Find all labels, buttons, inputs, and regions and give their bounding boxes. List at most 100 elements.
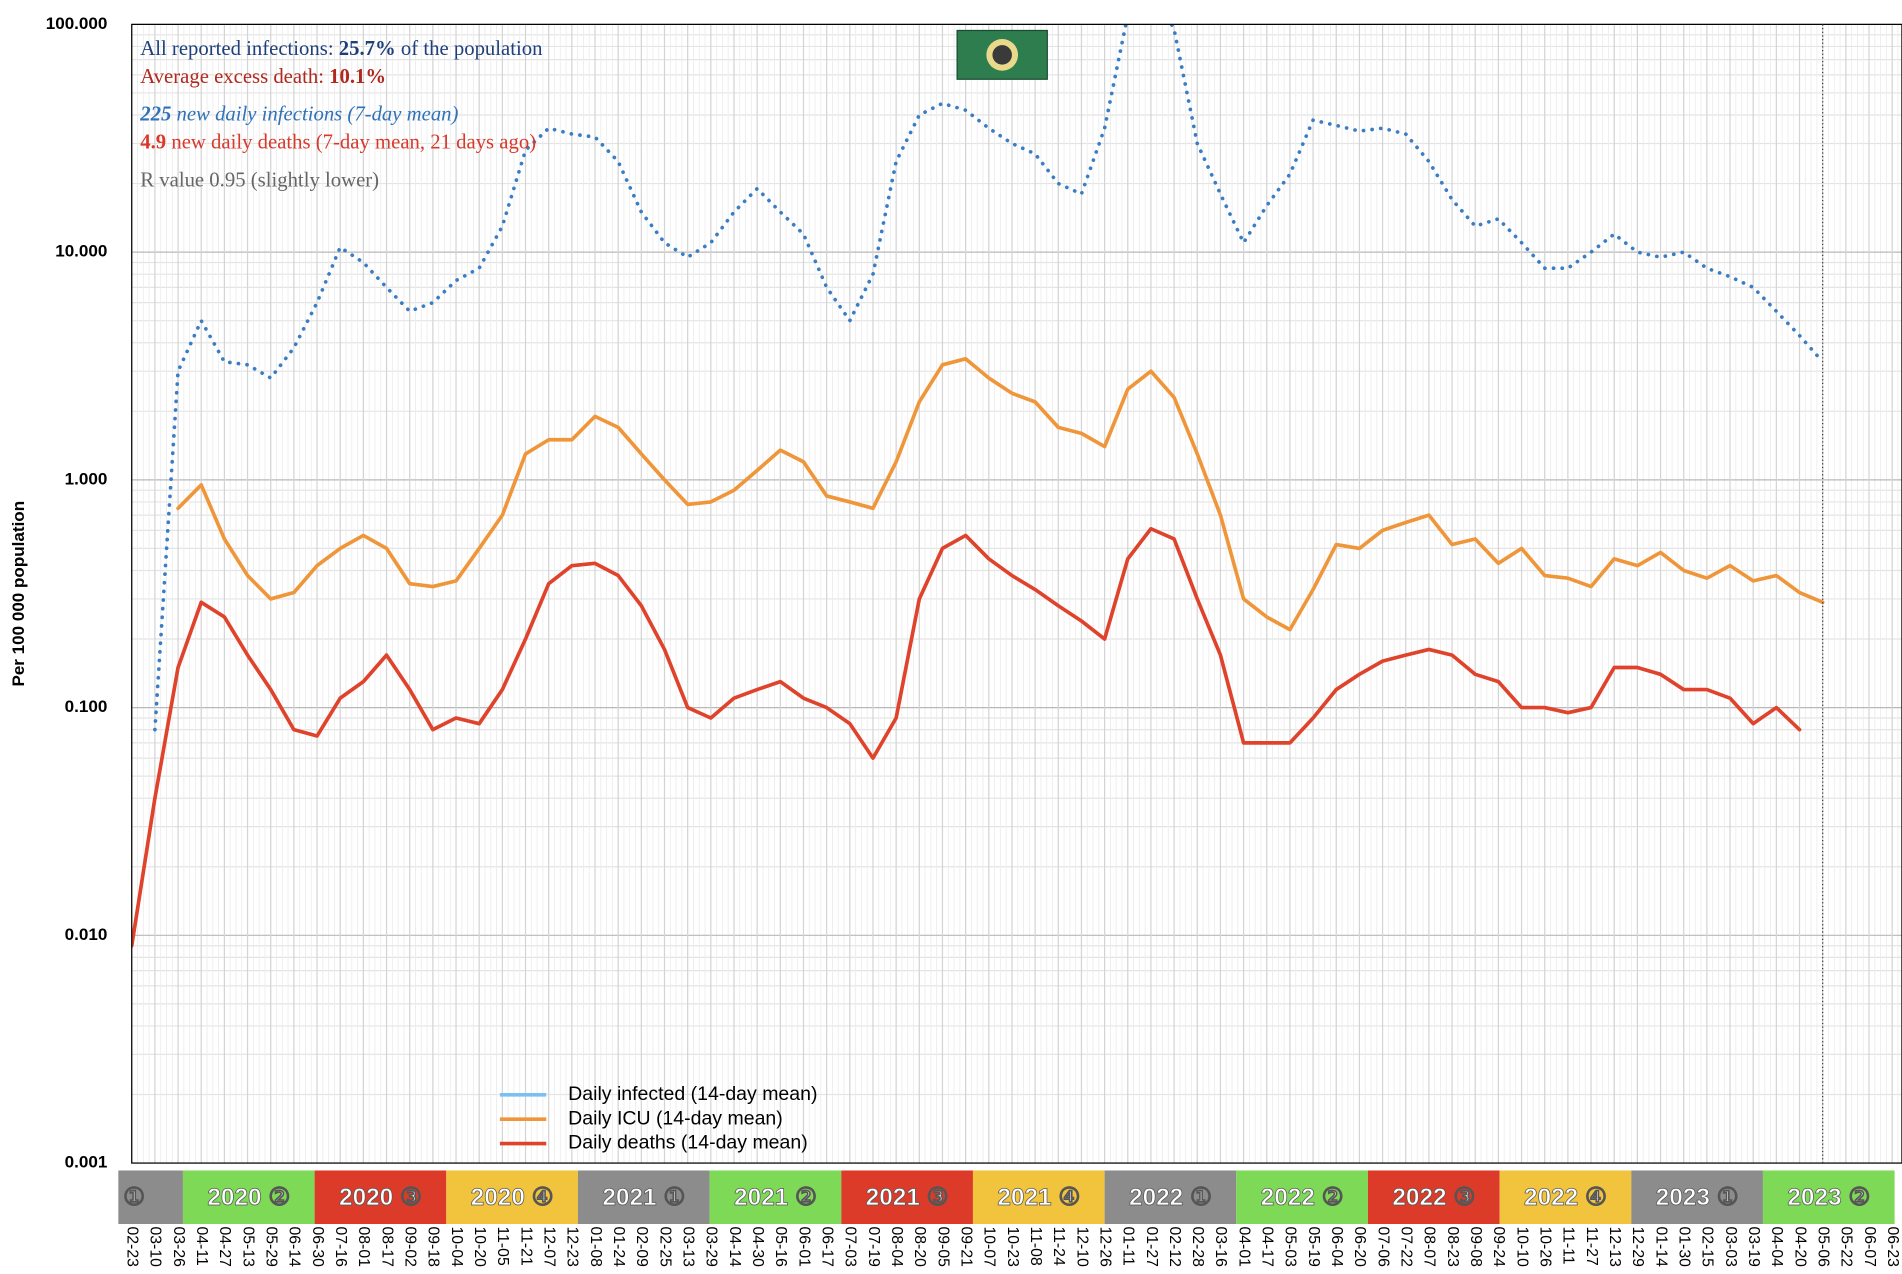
x-tick-label: 04-20 xyxy=(1791,1226,1808,1267)
x-tick-label: 02-09 xyxy=(633,1226,650,1267)
y-tick-label: 0.001 xyxy=(65,1153,108,1172)
quarter-band xyxy=(577,1170,710,1225)
x-tick-label: 11-24 xyxy=(1050,1226,1067,1266)
x-tick-label: 12-23 xyxy=(564,1226,581,1267)
quarter-label: 2021 ③ xyxy=(866,1184,949,1211)
x-tick-label: 04-17 xyxy=(1259,1226,1276,1266)
x-tick-label: 07-22 xyxy=(1398,1226,1415,1266)
x-tick-label: 03-10 xyxy=(147,1226,164,1267)
quarter-band xyxy=(1499,1170,1632,1225)
series-line xyxy=(176,356,1825,632)
x-tick-label: 02-23 xyxy=(124,1226,141,1267)
x-tick-label: 01-27 xyxy=(1143,1226,1160,1266)
x-tick-label: 06-17 xyxy=(818,1226,835,1266)
x-tick-label: 05-29 xyxy=(263,1226,280,1267)
x-tick-label: 03-16 xyxy=(1212,1226,1229,1267)
x-tick-label: 01-11 xyxy=(1120,1226,1137,1266)
legend-label: Daily infected (14-day mean) xyxy=(568,1083,817,1105)
x-tick-label: 08-04 xyxy=(888,1226,905,1267)
quarter-band xyxy=(118,1170,183,1225)
x-tick-label: 12-10 xyxy=(1073,1226,1090,1267)
quarter-label: 2023 ① xyxy=(1656,1184,1739,1211)
series-line xyxy=(131,526,1802,948)
x-tick-label: 05-13 xyxy=(239,1226,256,1267)
x-tick-label: 04-30 xyxy=(749,1226,766,1267)
x-tick-label: 06-01 xyxy=(795,1226,812,1267)
quarter-label: 2020 ④ xyxy=(471,1184,554,1211)
x-tick-label: 06-07 xyxy=(1861,1226,1878,1266)
quarter-label: 2020 ③ xyxy=(339,1184,422,1211)
quarter-band xyxy=(182,1170,315,1225)
x-tick-label: 02-12 xyxy=(1166,1226,1183,1266)
quarter-label: 2020 ② xyxy=(207,1184,290,1211)
x-tick-label: 04-04 xyxy=(1768,1226,1785,1267)
x-tick-label: 10-23 xyxy=(1004,1226,1021,1267)
x-tick-label: 11-11 xyxy=(1560,1226,1577,1264)
y-axis-label: Per 100 000 population xyxy=(9,501,28,687)
quarter-label: 2021 ② xyxy=(734,1184,817,1211)
x-tick-label: 06-23 xyxy=(1884,1226,1901,1267)
plot xyxy=(131,24,1825,948)
x-tick-label: 11-27 xyxy=(1583,1226,1600,1265)
annotation: 225 new daily infections (7-day mean) xyxy=(139,104,458,126)
quarter-band xyxy=(709,1170,842,1225)
x-tick-label: 10-26 xyxy=(1537,1226,1554,1267)
x-tick-label: 02-25 xyxy=(656,1226,673,1267)
x-tick-label: 05-16 xyxy=(772,1226,789,1267)
x-tick-label: 06-30 xyxy=(309,1226,326,1267)
y-tick-label: 1.000 xyxy=(65,469,108,488)
x-tick-label: 04-11 xyxy=(193,1226,210,1266)
quarter-band xyxy=(446,1170,578,1225)
x-tick-label: 04-27 xyxy=(216,1226,233,1266)
quarter-label: 2021 ① xyxy=(602,1184,685,1211)
x-tick-label: 10-20 xyxy=(471,1226,488,1267)
x-tick-label: 04-14 xyxy=(726,1226,743,1267)
x-tick-label: 11-21 xyxy=(517,1226,534,1266)
x-tick-label: 07-16 xyxy=(332,1226,349,1267)
x-tick-label: 11-05 xyxy=(494,1226,511,1266)
x-tick-label: 09-05 xyxy=(934,1226,951,1267)
x-tick-label: 02-28 xyxy=(1189,1226,1206,1267)
x-tick-label: 08-20 xyxy=(911,1226,928,1267)
quarter-label: 2022 ③ xyxy=(1392,1184,1475,1211)
legend-label: Daily ICU (14-day mean) xyxy=(568,1107,783,1129)
quarter-label: 20 ① xyxy=(89,1184,145,1211)
y-tick-label: 10.000 xyxy=(55,242,107,261)
x-tick-label: 04-01 xyxy=(1235,1226,1252,1267)
x-tick-label: 01-14 xyxy=(1652,1226,1669,1267)
quarter-label: 2021 ④ xyxy=(997,1184,1080,1211)
annotation: All reported infections: 25.7% of the po… xyxy=(140,38,543,60)
flag xyxy=(956,29,1048,80)
quarter-label: 2022 ① xyxy=(1129,1184,1212,1211)
x-tick-label: 08-17 xyxy=(378,1226,395,1266)
x-tick-label: 01-30 xyxy=(1676,1226,1693,1267)
x-tick-label: 05-22 xyxy=(1838,1226,1855,1266)
plot-frame xyxy=(131,23,1902,1164)
x-tick-label: 12-07 xyxy=(540,1226,557,1266)
x-tick-label: 12-26 xyxy=(1096,1226,1113,1267)
x-tick-label: 07-03 xyxy=(842,1226,859,1267)
quarter-bands: 20 ① 2020 ② 2020 ③ 2020 ④ 2021 ① 2021 ② 2021 ③… xyxy=(89,1170,1895,1225)
x-tick-label: 10-04 xyxy=(448,1226,465,1267)
quarter-label: 2022 ② xyxy=(1261,1184,1344,1211)
quarter-label: 2022 ④ xyxy=(1524,1184,1607,1211)
x-tick-label: 09-02 xyxy=(402,1226,419,1266)
x-tick-label: 05-03 xyxy=(1282,1226,1299,1267)
x-tick-label: 03-13 xyxy=(679,1226,696,1267)
y-tick-label: 0.100 xyxy=(65,697,108,716)
annotation: Average excess death: 10.1% xyxy=(140,66,386,88)
x-tick-label: 06-04 xyxy=(1328,1226,1345,1267)
quarter-band xyxy=(314,1170,447,1225)
quarter-band xyxy=(1762,1170,1895,1225)
y-tick-label: 0.010 xyxy=(65,925,108,944)
axes: 100.000 10.000 1.000 0.100 0.010 0.001 02-23 03… xyxy=(46,14,1901,1267)
annotation: 4.9 new daily deaths (7-day mean, 21 day… xyxy=(140,132,536,154)
x-tick-label: 06-20 xyxy=(1351,1226,1368,1267)
x-tick-label: 06-14 xyxy=(286,1226,303,1267)
x-tick-label: 05-19 xyxy=(1305,1226,1322,1267)
x-tick-label: 07-06 xyxy=(1374,1226,1391,1267)
x-tick-label: 03-19 xyxy=(1745,1226,1762,1267)
quarter-band xyxy=(841,1170,973,1225)
x-tick-label: 08-23 xyxy=(1444,1226,1461,1267)
